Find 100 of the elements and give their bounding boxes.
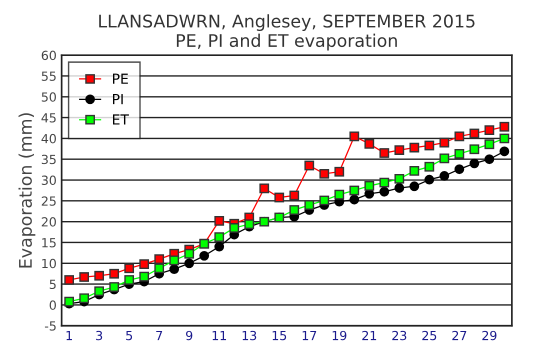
point [319,168,330,179]
x-tick-label: 3 [96,330,102,340]
y-tick-label: 20 [42,217,56,227]
point [94,286,104,296]
point [199,250,210,261]
y-axis-title: Evaporation (mm) [18,113,36,268]
x-tick-label: 9 [186,330,192,340]
x-tick-label: 23 [392,330,406,340]
point [304,200,314,210]
x-tick-label: 17 [302,330,316,340]
point [154,254,164,264]
point [409,181,420,192]
point [424,174,434,184]
point [139,272,150,282]
x-tick-label: 5 [126,330,132,340]
point [364,138,374,149]
x-tick-label: 19 [332,330,346,340]
y-tick-label: 45 [41,113,56,123]
y-tick-label: 60 [42,50,56,60]
point [439,138,450,148]
point [394,174,404,184]
point [214,242,224,252]
point [109,282,120,292]
point [409,166,420,176]
point [470,144,480,154]
x-tick-label: 15 [272,330,286,340]
y-tick-label: 30 [42,176,56,185]
point [214,216,224,226]
chart-title: LLANSADWRN, Anglesey, SEPTEMBER 2015 PE, PI and ET evaporation [99,14,475,50]
point [79,293,90,304]
point [484,139,494,150]
point [109,268,120,279]
point [94,270,104,281]
point [169,256,180,266]
point [379,178,390,188]
x-tick-label: 21 [362,330,376,340]
y-tick-label: 5 [50,280,56,290]
point [289,205,300,215]
point [484,125,494,135]
point [470,158,480,168]
point [394,183,404,193]
x-tick-label: 7 [156,330,162,340]
x-tick-label: 1 [66,330,72,340]
point [319,196,330,206]
y-tick-label: 10 [42,258,56,268]
point [349,186,360,196]
point [304,160,314,170]
point [379,148,390,158]
point [454,164,464,174]
y-tick-label: -5 [44,321,56,331]
point [349,194,360,204]
x-tick-label: 11 [212,330,226,340]
point [349,131,360,142]
point [409,142,420,152]
y-tick-label: 55 [42,72,56,81]
y-tick-label: 25 [42,196,56,206]
y-tick-label: 0 [50,300,56,310]
point [259,184,270,194]
point [244,219,254,230]
point [439,154,450,164]
point [500,122,510,132]
point [364,181,374,191]
point [184,248,194,259]
point [64,275,74,285]
y-tick-label: 50 [42,92,56,102]
point [289,190,300,200]
legend-label: PI [113,94,123,104]
y-tick-label: 15 [42,238,56,248]
point [229,223,240,233]
legend-label: ET [113,114,129,125]
point [334,166,344,177]
point [500,146,510,156]
point [124,275,134,285]
point [500,134,510,144]
point [154,263,164,274]
point [184,258,194,268]
point [379,186,390,197]
point [424,162,434,172]
y-tick-label: 35 [42,154,56,164]
point [439,171,450,181]
x-tick-label: 27 [452,330,466,340]
x-tick-label: 25 [422,330,436,340]
point [424,140,434,150]
point [79,272,90,282]
point [470,128,480,138]
x-tick-label: 29 [482,330,496,340]
x-tick-label: 13 [242,330,256,340]
point [394,145,404,155]
point [64,296,74,306]
point [169,264,180,274]
point [454,131,464,142]
point [334,190,344,200]
y-tick-label: 40 [41,134,56,144]
point [214,232,224,242]
point [454,148,464,159]
point [124,263,134,274]
legend-label: PE [113,74,128,84]
point [274,192,284,202]
point [484,154,494,164]
point [139,259,150,269]
